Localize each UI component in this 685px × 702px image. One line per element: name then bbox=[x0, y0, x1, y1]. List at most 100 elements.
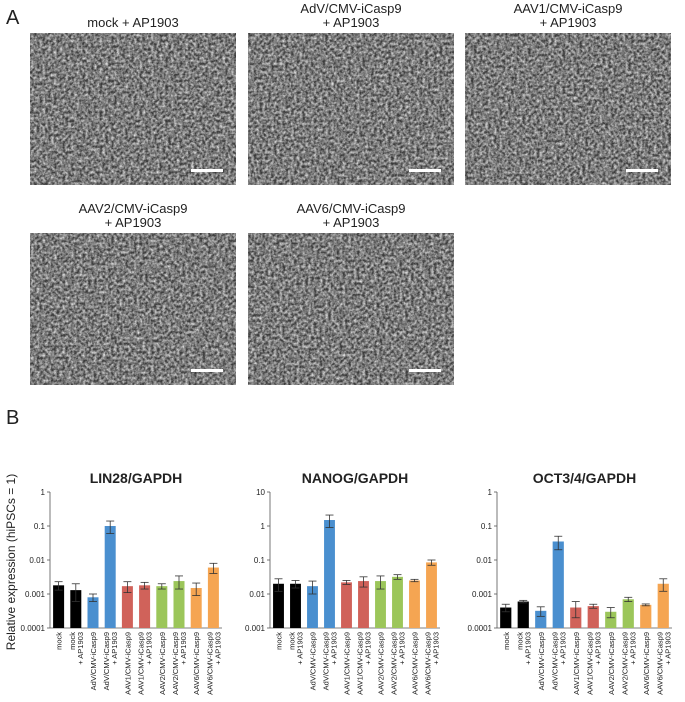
image-caption: + AP1903 bbox=[323, 15, 380, 30]
y-tick-label: 0.01 bbox=[29, 556, 45, 565]
error-bar bbox=[554, 535, 563, 551]
bar bbox=[324, 520, 335, 628]
image-caption: mock + AP1903 bbox=[87, 15, 178, 30]
error-bar bbox=[536, 606, 545, 617]
error-bar bbox=[157, 583, 166, 590]
error-bar bbox=[393, 574, 402, 580]
x-tick-label: AdV/CMV-iCasp9 bbox=[537, 632, 546, 690]
x-tick-label: AAV2/CMV-iCasp9 bbox=[620, 632, 629, 695]
error-bar bbox=[291, 580, 300, 589]
bar bbox=[375, 581, 386, 628]
x-tick-label: + AP1903 bbox=[76, 632, 85, 665]
error-bar bbox=[175, 575, 183, 590]
x-tick-label: + AP1903 bbox=[628, 632, 637, 665]
image-caption: AAV1/CMV-iCasp9 bbox=[514, 1, 623, 16]
bar bbox=[87, 597, 99, 628]
x-tick-label: AdV/CMV-iCasp9 bbox=[89, 632, 98, 690]
x-tick-label: + AP1903 bbox=[523, 632, 532, 665]
bar bbox=[517, 601, 529, 628]
x-tick-label: + AP1903 bbox=[179, 632, 188, 665]
error-bar bbox=[342, 580, 351, 585]
micrograph bbox=[248, 33, 454, 185]
y-tick-label: 0.0001 bbox=[21, 624, 46, 633]
bar bbox=[605, 611, 617, 628]
micrograph bbox=[30, 33, 236, 185]
scale-bar bbox=[626, 169, 658, 172]
x-tick-label: AdV/CMV-iCasp9 bbox=[309, 632, 318, 690]
y-tick-label: 10 bbox=[256, 488, 265, 497]
bar bbox=[121, 586, 133, 628]
bar bbox=[426, 562, 437, 628]
y-tick-label: 0.1 bbox=[34, 522, 46, 531]
micrograph-texture bbox=[465, 33, 671, 185]
error-bar bbox=[325, 514, 334, 528]
panel-label: B bbox=[6, 407, 19, 429]
bar bbox=[587, 606, 599, 628]
bar bbox=[139, 585, 151, 628]
x-tick-label: AAV1/CMV-iCasp9 bbox=[572, 632, 581, 695]
x-tick-label: + AP1903 bbox=[110, 632, 119, 665]
image-caption: + AP1903 bbox=[540, 15, 597, 30]
error-bar bbox=[376, 575, 385, 590]
x-tick-label: + AP1903 bbox=[593, 632, 602, 665]
x-tick-label: + AP1903 bbox=[364, 632, 373, 665]
x-tick-label: AAV2/CMV-iCasp9 bbox=[171, 632, 180, 695]
y-tick-label: 1 bbox=[488, 488, 493, 497]
error-bar bbox=[71, 583, 80, 602]
error-bar bbox=[641, 603, 650, 607]
error-bar bbox=[624, 596, 633, 602]
error-bar bbox=[589, 603, 598, 609]
x-tick-label: + AP1903 bbox=[432, 632, 441, 665]
x-tick-label: AAV2/CMV-iCasp9 bbox=[158, 632, 167, 695]
scale-bar bbox=[409, 169, 441, 172]
bar bbox=[290, 583, 301, 628]
x-tick-label: mock bbox=[288, 632, 297, 650]
bar bbox=[53, 585, 65, 628]
x-tick-label: mock bbox=[275, 632, 284, 650]
x-tick-label: AAV1/CMV-iCasp9 bbox=[356, 632, 365, 695]
x-tick-label: AAV6/CMV-iCasp9 bbox=[642, 632, 651, 695]
x-tick-label: + AP1903 bbox=[145, 632, 154, 665]
bar bbox=[341, 582, 352, 628]
x-tick-label: AAV6/CMV-iCasp9 bbox=[424, 632, 433, 695]
bar bbox=[622, 599, 634, 628]
x-tick-label: mock bbox=[55, 632, 64, 650]
x-tick-label: mock bbox=[68, 632, 77, 650]
error-bar bbox=[410, 578, 419, 583]
micrograph-texture bbox=[248, 33, 454, 185]
bar bbox=[156, 586, 168, 628]
image-caption: AAV2/CMV-iCasp9 bbox=[79, 201, 188, 216]
x-tick-label: AdV/CMV-iCasp9 bbox=[322, 632, 331, 690]
chart-title: OCT3/4/GAPDH bbox=[533, 470, 636, 486]
panel-label: A bbox=[6, 7, 20, 29]
y-tick-label: 1 bbox=[261, 522, 266, 531]
error-bar bbox=[54, 581, 63, 591]
x-tick-label: AAV2/CMV-iCasp9 bbox=[377, 632, 386, 695]
x-tick-label: AdV/CMV-iCasp9 bbox=[550, 632, 559, 690]
x-tick-label: + AP1903 bbox=[213, 632, 222, 665]
x-tick-label: AAV1/CMV-iCasp9 bbox=[585, 632, 594, 695]
y-axis-label: Relative expression (hiPSCs = 1) bbox=[4, 474, 18, 650]
x-tick-label: AAV1/CMV-iCasp9 bbox=[343, 632, 352, 695]
error-bar bbox=[606, 607, 615, 619]
image-caption: + AP1903 bbox=[105, 215, 162, 230]
y-tick-label: 0.001 bbox=[472, 590, 493, 599]
error-bar bbox=[192, 582, 201, 596]
x-tick-label: + AP1903 bbox=[663, 632, 672, 665]
x-tick-label: AAV1/CMV-iCasp9 bbox=[137, 632, 146, 695]
error-bar bbox=[571, 601, 580, 619]
error-bar bbox=[359, 576, 368, 588]
y-tick-label: 0.01 bbox=[249, 590, 265, 599]
x-tick-label: AAV6/CMV-iCasp9 bbox=[411, 632, 420, 695]
x-tick-label: AAV2/CMV-iCasp9 bbox=[607, 632, 616, 695]
error-bar bbox=[427, 559, 436, 566]
y-tick-label: 1 bbox=[41, 488, 46, 497]
error-bar bbox=[140, 581, 149, 590]
y-tick-label: 0.1 bbox=[481, 522, 493, 531]
bar bbox=[190, 588, 202, 628]
error-bar bbox=[519, 599, 528, 604]
x-tick-label: AAV6/CMV-iCasp9 bbox=[192, 632, 201, 695]
bar bbox=[552, 541, 564, 628]
y-tick-label: 0.001 bbox=[25, 590, 46, 599]
